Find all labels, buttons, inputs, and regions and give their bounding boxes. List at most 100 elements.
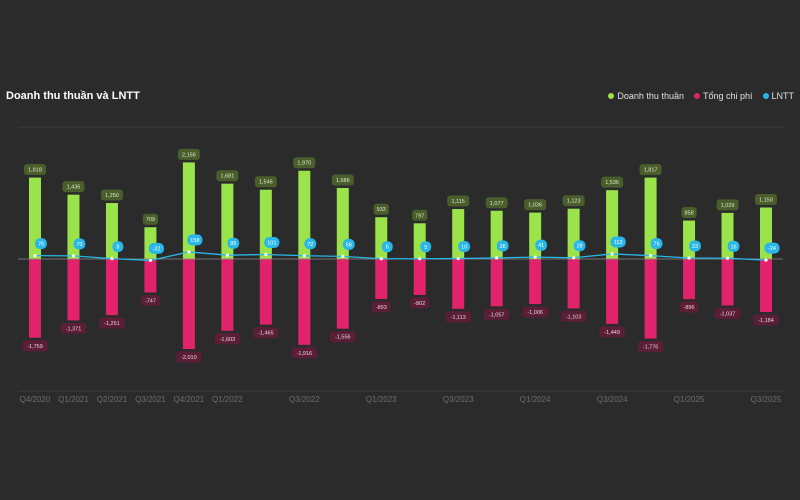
cost-data-label: -1,103 (566, 314, 582, 320)
revenue-data-label-bg (639, 164, 662, 176)
profit-point[interactable] (456, 256, 460, 261)
cost-data-label: -1,251 (104, 321, 120, 327)
cost-data-label: -1,465 (258, 331, 274, 337)
revenue-data-label: 709 (146, 217, 155, 223)
profit-point[interactable] (533, 255, 537, 259)
revenue-bar[interactable] (375, 217, 388, 259)
cost-bar[interactable] (375, 259, 388, 300)
revenue-data-label: 1,123 (567, 199, 581, 205)
revenue-bar[interactable] (529, 212, 542, 259)
revenue-data-label: 1,817 (644, 168, 658, 174)
profit-point[interactable] (495, 256, 499, 260)
profit-point[interactable] (572, 256, 576, 260)
cost-data-label-bg (253, 327, 279, 339)
legend-dot-profit-icon (762, 93, 769, 99)
x-tick-label: Q1/2024 (520, 395, 551, 404)
cost-data-label-bg (714, 307, 741, 319)
profit-point[interactable] (418, 257, 422, 261)
profit-point[interactable] (302, 254, 306, 258)
profit-data-label: 10 (461, 245, 467, 251)
profit-point[interactable] (610, 252, 614, 256)
revenue-data-label-bg (293, 157, 316, 169)
cost-bar[interactable] (105, 259, 118, 316)
profit-point[interactable] (648, 253, 653, 258)
cost-bar[interactable] (413, 259, 426, 295)
cost-bar[interactable] (721, 259, 734, 306)
revenue-data-label: 1,536 (605, 180, 619, 186)
cost-bar[interactable] (606, 259, 619, 324)
profit-data-label-bg (381, 241, 393, 253)
cost-bar[interactable] (760, 259, 772, 313)
x-tick-label: Q2/2021 (97, 395, 128, 404)
profit-point[interactable] (225, 253, 229, 257)
revenue-bar[interactable] (606, 190, 619, 259)
cost-bar[interactable] (67, 259, 80, 321)
profit-point[interactable] (33, 253, 37, 258)
legend: Doanh thu thuần Tổng chi phí LNTT (608, 91, 794, 101)
cost-data-label-bg (330, 331, 356, 343)
revenue-bar[interactable] (567, 208, 580, 259)
cost-data-label-bg (410, 297, 430, 309)
cost-data-label: -747 (145, 298, 156, 304)
cost-data-label: -1,371 (66, 326, 82, 332)
profit-point[interactable] (264, 252, 268, 257)
profit-point[interactable] (341, 254, 345, 259)
revenue-data-label-bg (216, 170, 239, 182)
revenue-data-label: 858 (684, 211, 693, 217)
x-tick-label: Q1/2022 (212, 395, 243, 404)
cost-data-label-bg (560, 310, 587, 322)
legend-label-revenue: Doanh thu thuần (617, 91, 684, 101)
cost-bar[interactable] (259, 259, 272, 325)
cost-bar[interactable] (644, 259, 657, 339)
legend-item-profit[interactable]: LNTT (762, 91, 795, 101)
cost-data-label-bg (483, 308, 510, 320)
profit-point[interactable] (187, 250, 191, 254)
profit-point[interactable] (725, 256, 730, 260)
revenue-data-label-bg (716, 199, 739, 211)
revenue-bar[interactable] (721, 212, 734, 259)
cost-bar[interactable] (144, 259, 157, 293)
profit-point[interactable] (687, 256, 691, 260)
revenue-data-label: 1,436 (67, 185, 81, 191)
revenue-bar[interactable] (298, 170, 311, 259)
legend-label-profit: LNTT (771, 91, 795, 101)
profit-data-label: 6 (386, 245, 389, 251)
cost-bar[interactable] (490, 259, 503, 307)
revenue-data-label: 1,681 (220, 174, 234, 180)
cost-bar[interactable] (182, 259, 195, 350)
legend-item-cost[interactable]: Tổng chi phí (693, 91, 753, 101)
revenue-bar[interactable] (490, 210, 503, 259)
cost-data-label-bg (445, 311, 471, 323)
revenue-bar[interactable] (259, 189, 272, 259)
profit-point[interactable] (764, 258, 768, 262)
profit-point[interactable] (110, 257, 114, 261)
revenue-data-label: 797 (415, 213, 424, 219)
revenue-data-label-bg (755, 193, 777, 205)
cost-bar[interactable] (452, 259, 465, 309)
profit-data-label-bg (112, 241, 124, 253)
cost-data-label-bg (599, 326, 625, 338)
profit-data-label: 41 (538, 243, 544, 249)
legend-dot-cost-icon (693, 93, 700, 99)
cost-bar[interactable] (221, 259, 234, 331)
cost-bar[interactable] (336, 259, 349, 329)
cost-bar[interactable] (567, 259, 580, 309)
profit-point[interactable] (71, 254, 76, 258)
profit-data-label-bg (764, 242, 780, 254)
cost-bar[interactable] (529, 259, 542, 305)
profit-point[interactable] (148, 258, 153, 263)
cost-bar[interactable] (298, 259, 311, 345)
profit-point[interactable] (379, 257, 383, 261)
cost-data-label: -802 (414, 301, 425, 307)
revenue-data-label: 1,586 (336, 178, 350, 184)
profit-data-label: 158 (190, 238, 199, 244)
profit-data-label: 85 (230, 241, 236, 247)
revenue-bar[interactable] (413, 223, 426, 259)
cost-data-label: -1,037 (720, 311, 736, 317)
cost-bar[interactable] (29, 259, 41, 338)
legend-item-revenue[interactable]: Doanh thu thuần (608, 91, 684, 101)
cost-bar[interactable] (683, 259, 696, 300)
revenue-bar[interactable] (67, 194, 80, 259)
x-tick-label: Q3/2021 (135, 395, 166, 404)
revenue-bar[interactable] (683, 220, 696, 259)
